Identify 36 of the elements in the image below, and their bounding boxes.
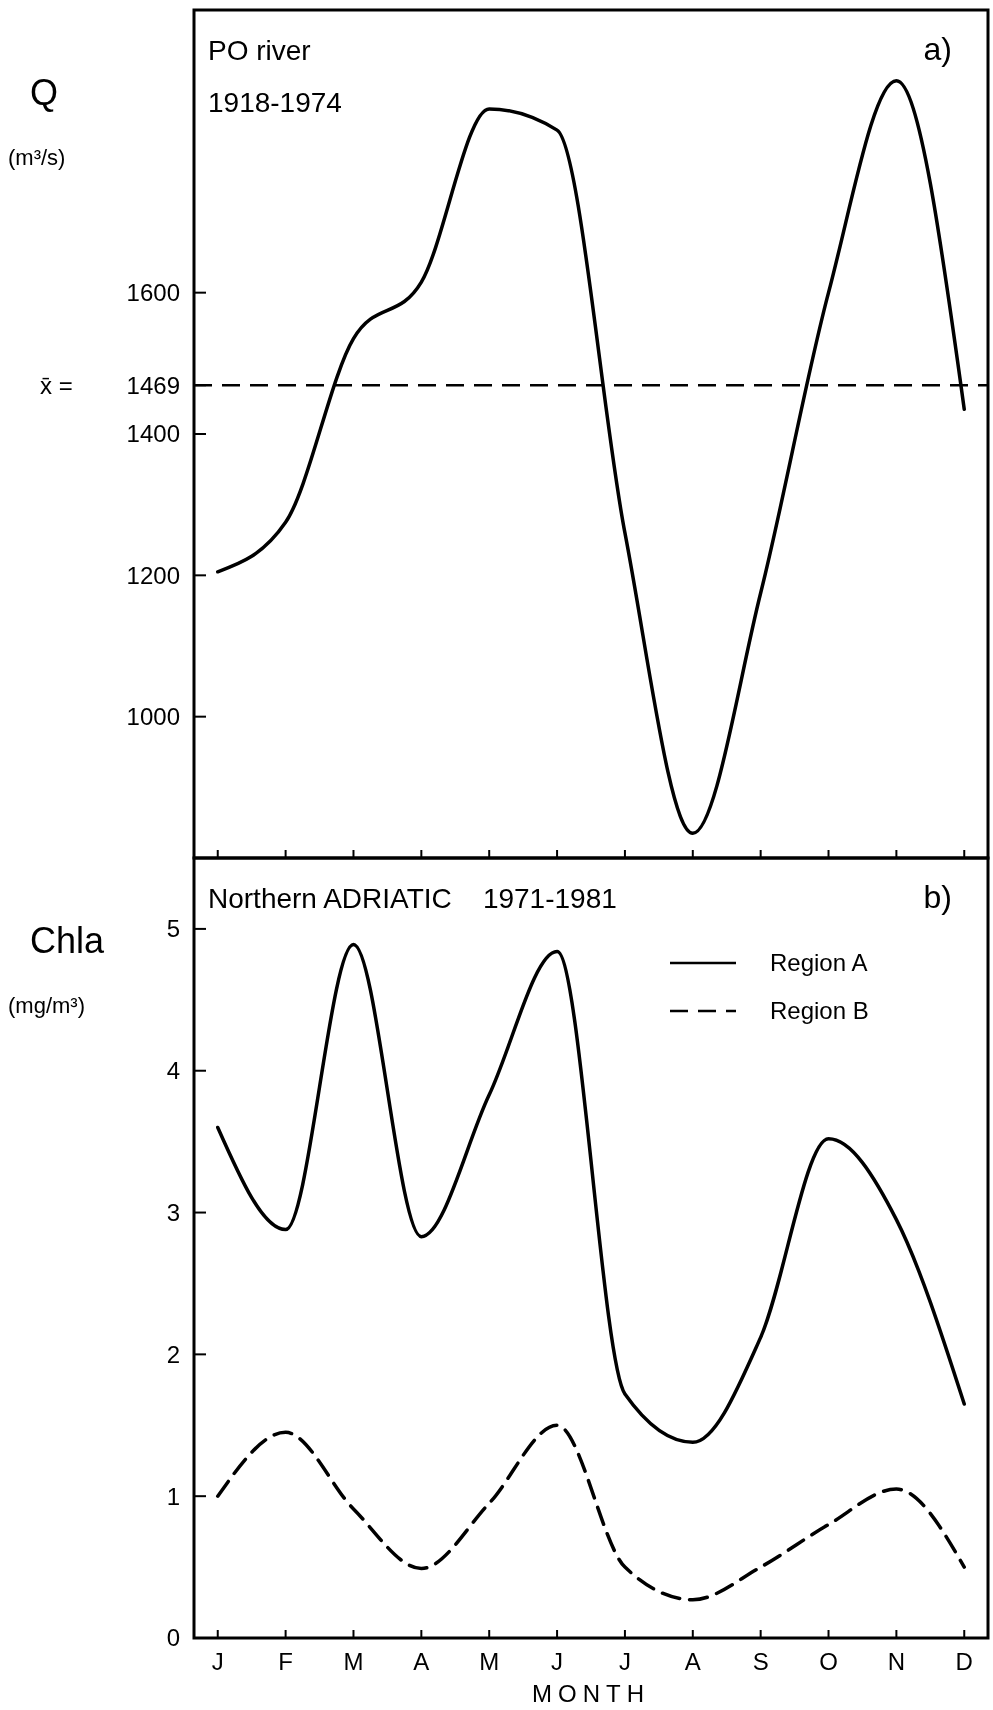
legend-label: Region A [770,949,868,977]
y-tick-label: 1200 [126,561,180,589]
x-tick-label: A [413,1648,430,1675]
x-tick-label: J [618,1648,631,1675]
x-axis-title: MONTH [532,1680,650,1707]
y-tick-label: 3 [166,1198,180,1226]
x-tick-label: M [479,1648,500,1675]
x-tick-label: D [955,1648,973,1675]
x-tick-label: F [278,1648,293,1675]
y-tick-label: 1600 [126,279,180,307]
legend-label: Region B [770,997,869,1025]
y-axis-title: Chla (mg/m³) [8,920,106,1018]
x-tick-label: O [819,1648,838,1675]
y-tick-label: 1400 [126,420,180,448]
x-tick-label: N [887,1648,906,1675]
line-series [216,1423,966,1602]
text: PO river [208,35,311,66]
annotation: b) [923,879,952,915]
x-tick-label: M [343,1648,364,1675]
x-tick-label: J [551,1648,564,1675]
x-tick-label: A [684,1648,701,1675]
y-axis-title: Q (m³/s) [8,72,66,170]
y-tick-label: 1469 [126,371,180,399]
text: 1918-1974 [208,87,342,118]
y-tick-label: 1 [166,1482,180,1510]
y-tick-label: 5 [166,915,180,943]
y-tick-label: 2 [166,1340,180,1368]
x-tick-label: S [752,1648,769,1675]
ref-line-label: x̄ = [40,371,73,399]
x-tick-label: J [211,1648,224,1675]
line-series [216,942,966,1445]
y-tick-label: 4 [166,1057,180,1085]
text: Northern ADRIATIC 1971-1981 [208,883,617,914]
y-tick-label: 0 [166,1624,180,1652]
annotation: a) [923,31,952,67]
y-tick-label: 1000 [126,703,180,731]
